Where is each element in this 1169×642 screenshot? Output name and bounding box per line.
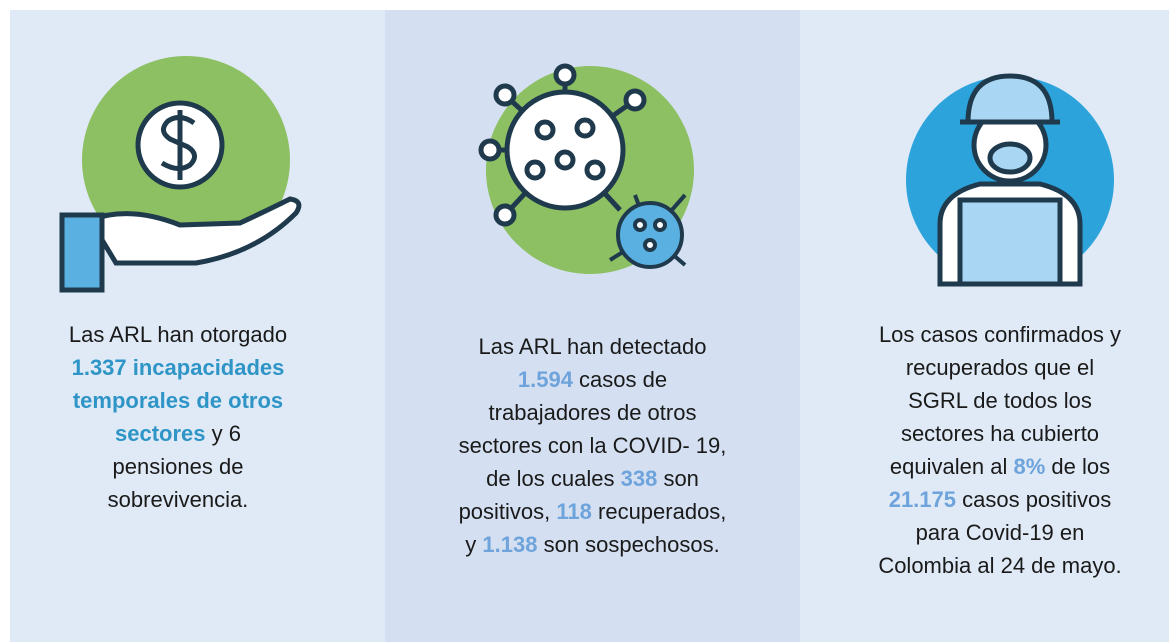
text: recuperados,	[592, 499, 727, 524]
panel-text: Las ARL han detectado 1.594 casos de traba…	[385, 330, 800, 561]
text-line: equivalen al 8% de los	[800, 450, 1169, 483]
text-line: Colombia al 24 de mayo.	[800, 549, 1169, 582]
text-line: sectores y 6	[10, 417, 346, 450]
text: y	[465, 532, 482, 557]
text-line: y 1.138 son sospechosos.	[385, 528, 800, 561]
text: Las ARL han detectado	[479, 334, 707, 359]
text-line: de los cuales 338 son	[385, 462, 800, 495]
highlight: 338	[621, 466, 658, 491]
text: SGRL de todos los	[908, 388, 1092, 413]
text-line: Las ARL han otorgado	[10, 318, 346, 351]
text-line: recuperados que el	[800, 351, 1169, 384]
text: son sospechosos.	[537, 532, 719, 557]
panel: Los casos confirmados y recuperados que e…	[800, 10, 1169, 642]
text: casos positivos	[956, 487, 1111, 512]
text: de los	[1045, 454, 1110, 479]
text: de los cuales	[486, 466, 621, 491]
highlight: 1.594	[518, 367, 573, 392]
text-line: sobrevivencia.	[10, 483, 346, 516]
text-line: para Covid-19 en	[800, 516, 1169, 549]
page: Las ARL han otorgado 1.337 incapacidades t…	[0, 0, 1169, 642]
text: sectores ha cubierto	[901, 421, 1099, 446]
text: trabajadores de otros	[489, 400, 697, 425]
text: son	[657, 466, 699, 491]
text: equivalen al	[890, 454, 1014, 479]
highlight: sectores	[115, 421, 206, 446]
text-line: sectores ha cubierto	[800, 417, 1169, 450]
text-line: temporales de otros	[10, 384, 346, 417]
text: recuperados que el	[906, 355, 1094, 380]
text-line: SGRL de todos los	[800, 384, 1169, 417]
highlight: 8%	[1013, 454, 1045, 479]
text-line: pensiones de	[10, 450, 346, 483]
text-line: 1.337 incapacidades	[10, 351, 346, 384]
text-line: sectores con la COVID- 19,	[385, 429, 800, 462]
highlight: temporales de otros	[73, 388, 283, 413]
text-line: Las ARL han detectado	[385, 330, 800, 363]
panel-text: Los casos confirmados y recuperados que e…	[800, 318, 1169, 582]
text-line: 1.594 casos de	[385, 363, 800, 396]
panel-text: Las ARL han otorgado 1.337 incapacidades t…	[10, 318, 346, 516]
money-hand-icon	[10, 10, 385, 310]
highlight: 1.138	[482, 532, 537, 557]
text: casos de	[573, 367, 667, 392]
text: positivos,	[459, 499, 557, 524]
highlight: 1.337 incapacidades	[72, 355, 285, 380]
text: Los casos confirmados y	[879, 322, 1121, 347]
virus-icon	[385, 10, 800, 310]
highlight: 21.175	[889, 487, 956, 512]
text: y 6	[206, 421, 241, 446]
text: pensiones de	[113, 454, 244, 479]
text-line: positivos, 118 recuperados,	[385, 495, 800, 528]
highlight: 118	[556, 499, 592, 524]
text-line: 21.175 casos positivos	[800, 483, 1169, 516]
text: sectores con la COVID- 19,	[459, 433, 727, 458]
text: sobrevivencia.	[108, 487, 249, 512]
panel: Las ARL han otorgado 1.337 incapacidades t…	[10, 10, 385, 642]
text-line: trabajadores de otros	[385, 396, 800, 429]
text: para Covid-19 en	[916, 520, 1085, 545]
text: Colombia al 24 de mayo.	[878, 553, 1121, 578]
worker-icon	[800, 10, 1169, 310]
text-line: Los casos confirmados y	[800, 318, 1169, 351]
panel: Las ARL han detectado 1.594 casos de traba…	[385, 10, 800, 642]
text: Las ARL han otorgado	[69, 322, 287, 347]
